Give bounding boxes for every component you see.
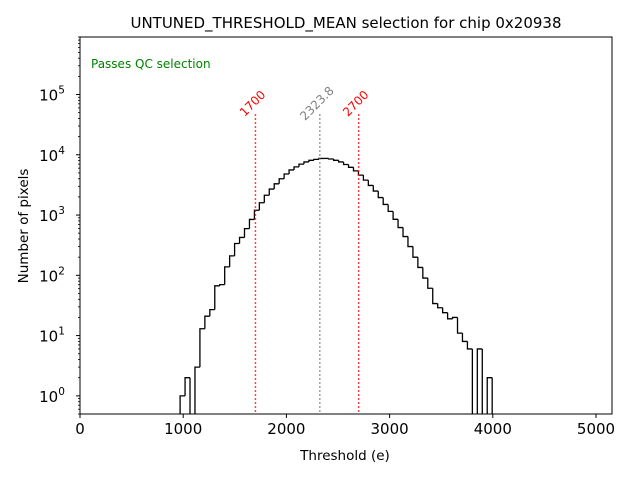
histogram-bin [283, 173, 290, 179]
histogram-bin [342, 161, 349, 166]
histogram-bin [481, 348, 483, 414]
histogram-bin [263, 194, 270, 203]
histogram-bin [451, 316, 458, 319]
chart-title: UNTUNED_THRESHOLD_MEAN selection for chi… [130, 14, 561, 33]
x-tick-label: 3000 [371, 420, 409, 438]
histogram-bin [318, 157, 324, 160]
x-tick-label: 0 [75, 420, 85, 438]
histogram-bin [362, 175, 369, 181]
histogram-bin [179, 395, 186, 414]
histogram-bin [298, 163, 304, 167]
histogram-bin [442, 307, 448, 314]
histogram-bin [253, 209, 260, 220]
y-axis: 100 101 102 103 104 105 [39, 36, 80, 415]
histogram-bin [471, 348, 474, 414]
histogram-bin [293, 166, 299, 170]
histogram-bin [382, 197, 389, 206]
histogram-bin [333, 159, 339, 161]
histogram-bin [243, 227, 250, 238]
histogram-bin [412, 246, 418, 258]
histogram-bin [268, 188, 275, 196]
histogram-bin [199, 328, 205, 368]
histogram-bin [288, 169, 295, 174]
y-tick-label: 104 [39, 145, 65, 165]
x-axis-label: Threshold (e) [299, 448, 390, 464]
histogram-bin [184, 377, 191, 396]
histogram-bin [407, 236, 413, 248]
x-tick-label: 2000 [267, 420, 305, 438]
histogram-bin [214, 285, 220, 310]
histogram-bin [219, 284, 225, 286]
histogram-bin [397, 219, 404, 229]
histogram-bin [233, 242, 240, 256]
y-axis-label: Number of pixels [16, 169, 32, 284]
histogram-bin [204, 315, 210, 329]
y-tick-label: 101 [39, 326, 65, 346]
histogram-bin [422, 267, 428, 279]
histogram-bin [432, 288, 438, 305]
histogram-bin [194, 366, 200, 414]
histogram-bin [486, 377, 493, 414]
histogram-bin [273, 183, 280, 190]
histogram-bin [466, 341, 473, 350]
y-tick-label: 103 [39, 205, 65, 225]
histogram-bin [387, 204, 394, 213]
x-tick-label: 1000 [164, 420, 202, 438]
histogram-bin [392, 211, 399, 220]
histogram-bin [417, 257, 423, 269]
histogram-bin [461, 333, 468, 343]
y-tick-label: 100 [39, 386, 65, 406]
x-tick-label: 4000 [474, 420, 512, 438]
histogram-bin [308, 159, 314, 162]
y-tick-label: 102 [39, 265, 65, 285]
y-tick-label: 105 [39, 85, 65, 105]
axes-frame [79, 36, 613, 415]
histogram-bin [303, 161, 309, 165]
histogram-bin [248, 218, 255, 229]
histogram-bin [328, 158, 334, 160]
histogram-bin [278, 178, 285, 184]
histogram-bin [313, 158, 319, 161]
histogram-bin [352, 167, 359, 172]
histogram-bin [476, 348, 483, 414]
histogram-bin [258, 202, 265, 211]
qc-annotation: Passes QC selection [91, 57, 211, 71]
histogram-bin [337, 160, 344, 163]
plot-area [179, 157, 493, 414]
histogram-bin [437, 303, 443, 309]
x-axis: 0 1000 2000 3000 4000 5000 [75, 414, 615, 438]
histogram-bin [228, 255, 235, 267]
histogram-bin [189, 377, 191, 414]
histogram-bin [377, 191, 384, 199]
histogram-bin [446, 312, 453, 320]
x-tick-label: 5000 [577, 420, 615, 438]
histogram-bin [224, 266, 230, 285]
histogram-bin [367, 180, 374, 187]
histogram-bin [427, 278, 433, 289]
histogram-bin [347, 164, 354, 168]
histogram-bin [402, 227, 408, 238]
histogram-bin [372, 185, 379, 192]
histogram-bins [179, 157, 493, 414]
histogram-bin [238, 236, 245, 244]
histogram-bin [456, 317, 463, 334]
histogram-bin [209, 308, 215, 317]
